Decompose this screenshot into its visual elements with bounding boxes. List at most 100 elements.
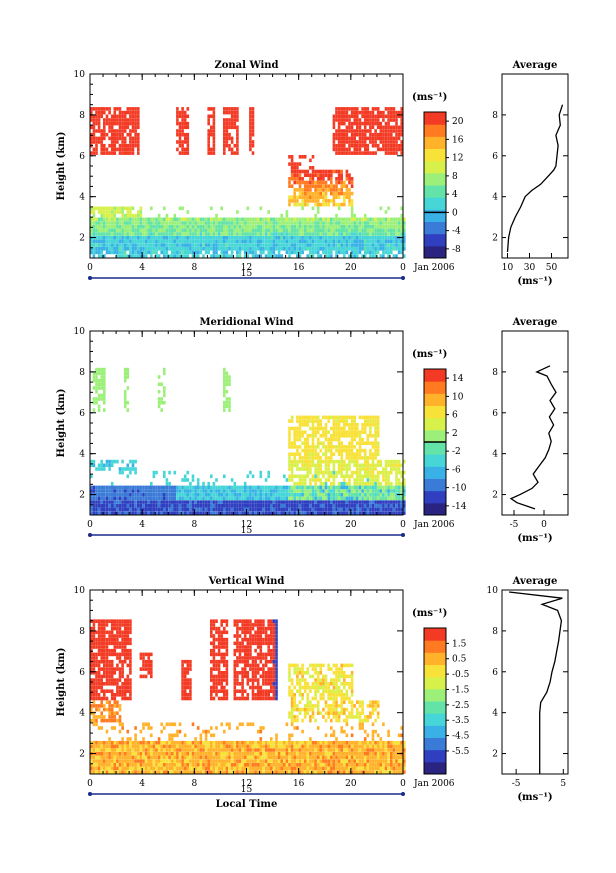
heatmap-cell: [189, 243, 192, 247]
heatmap-cell: [356, 232, 359, 236]
heatmap-cell: [183, 492, 187, 497]
heatmap-cell: [369, 232, 372, 236]
heatmap-cell: [223, 489, 226, 493]
heatmap-cell: [330, 452, 333, 456]
heatmap-cell: [335, 147, 338, 152]
date-label: 15: [241, 526, 253, 536]
heatmap-cell: [137, 250, 140, 255]
heatmap-cell: [123, 766, 127, 771]
heatmap-cell: [134, 744, 137, 749]
heatmap-cell: [123, 744, 127, 749]
heatmap-cell: [144, 751, 148, 756]
heatmap-cell: [272, 485, 276, 490]
heatmap-cell: [123, 389, 127, 394]
heatmap-cell: [126, 121, 130, 126]
heatmap-cell: [142, 751, 145, 756]
heatmap-cell: [196, 243, 200, 247]
heatmap-cell: [348, 459, 351, 464]
heatmap-cell: [147, 247, 150, 251]
heatmap-cell: [358, 415, 362, 420]
heatmap-cell: [176, 140, 179, 144]
heatmap-cell: [395, 247, 398, 251]
heatmap-cell: [361, 478, 364, 482]
heatmap-cell: [306, 221, 310, 225]
heatmap-cell: [371, 415, 375, 420]
heatmap-cell: [363, 426, 367, 431]
heatmap-cell: [103, 110, 106, 115]
heatmap-cell: [337, 243, 341, 247]
heatmap-cell: [403, 254, 406, 258]
heatmap-cell: [129, 678, 132, 682]
heatmap-cell: [371, 489, 375, 493]
heatmap-cell: [129, 254, 132, 258]
heatmap-cell: [113, 489, 117, 493]
heatmap-cell: [337, 437, 341, 442]
heatmap-cell: [301, 500, 304, 504]
heatmap-cell: [397, 467, 401, 471]
heatmap-cell: [301, 419, 304, 423]
heatmap-cell: [134, 504, 137, 508]
heatmap-cell: [319, 426, 323, 431]
heatmap-cell: [335, 191, 338, 196]
heatmap-cell: [319, 224, 323, 229]
heatmap-cell: [165, 213, 169, 218]
heatmap-cell: [277, 485, 281, 490]
heatmap-cell: [374, 254, 377, 258]
heatmap-cell: [369, 441, 372, 445]
heatmap-cell: [204, 507, 208, 512]
heatmap-cell: [150, 228, 153, 233]
heatmap-cell: [165, 763, 169, 767]
heatmap-cell: [230, 107, 234, 111]
heatmap-cell: [123, 759, 127, 763]
heatmap-cell: [356, 485, 359, 490]
heatmap-cell: [233, 228, 237, 233]
heatmap-cell: [113, 751, 117, 756]
heatmap-cell: [129, 210, 132, 214]
heatmap-cell: [170, 485, 174, 490]
heatmap-cell: [186, 217, 190, 222]
heatmap-cell: [97, 663, 101, 668]
heatmap-cell: [337, 125, 341, 130]
heatmap-cell: [230, 496, 234, 501]
heatmap-cell: [337, 136, 341, 141]
heatmap-cell: [353, 132, 356, 137]
heatmap-cell: [95, 740, 98, 745]
heatmap-cell: [95, 722, 98, 727]
heatmap-cell: [155, 751, 158, 756]
heatmap-cell: [376, 459, 380, 464]
heatmap-cell: [256, 224, 260, 229]
heatmap-cell: [371, 419, 375, 423]
heatmap-cell: [348, 511, 351, 515]
heatmap-cell: [376, 419, 380, 423]
heatmap-cell: [100, 393, 103, 398]
colorbar-segment: [424, 112, 446, 125]
heatmap-cell: [345, 191, 349, 196]
heatmap-cell: [236, 243, 239, 247]
heatmap-cell: [327, 478, 330, 482]
heatmap-cell: [170, 770, 174, 774]
heatmap-cell: [194, 243, 197, 247]
heatmap-cell: [212, 504, 216, 508]
heatmap-cell: [100, 386, 103, 390]
heatmap-cell: [157, 247, 161, 251]
heatmap-cell: [129, 685, 132, 690]
heatmap-cell: [207, 250, 210, 255]
heatmap-cell: [348, 224, 351, 229]
heatmap-cell: [283, 492, 286, 497]
heatmap-cell: [121, 630, 124, 635]
heatmap-cell: [335, 511, 338, 515]
heatmap-cell: [118, 652, 122, 657]
heatmap-cell: [110, 507, 114, 512]
heatmap-cell: [256, 232, 260, 236]
profile-x-label: (ms⁻¹): [517, 533, 552, 544]
heatmap-cell: [319, 463, 323, 468]
heatmap-cell: [129, 689, 132, 693]
heatmap-cell: [92, 656, 96, 660]
heatmap-cell: [316, 235, 320, 240]
heatmap-cell: [95, 143, 98, 148]
heatmap-cell: [298, 155, 302, 159]
heatmap-cell: [134, 763, 137, 767]
heatmap-cell: [324, 489, 328, 493]
heatmap-cell: [155, 232, 158, 236]
heatmap-cell: [330, 169, 333, 174]
